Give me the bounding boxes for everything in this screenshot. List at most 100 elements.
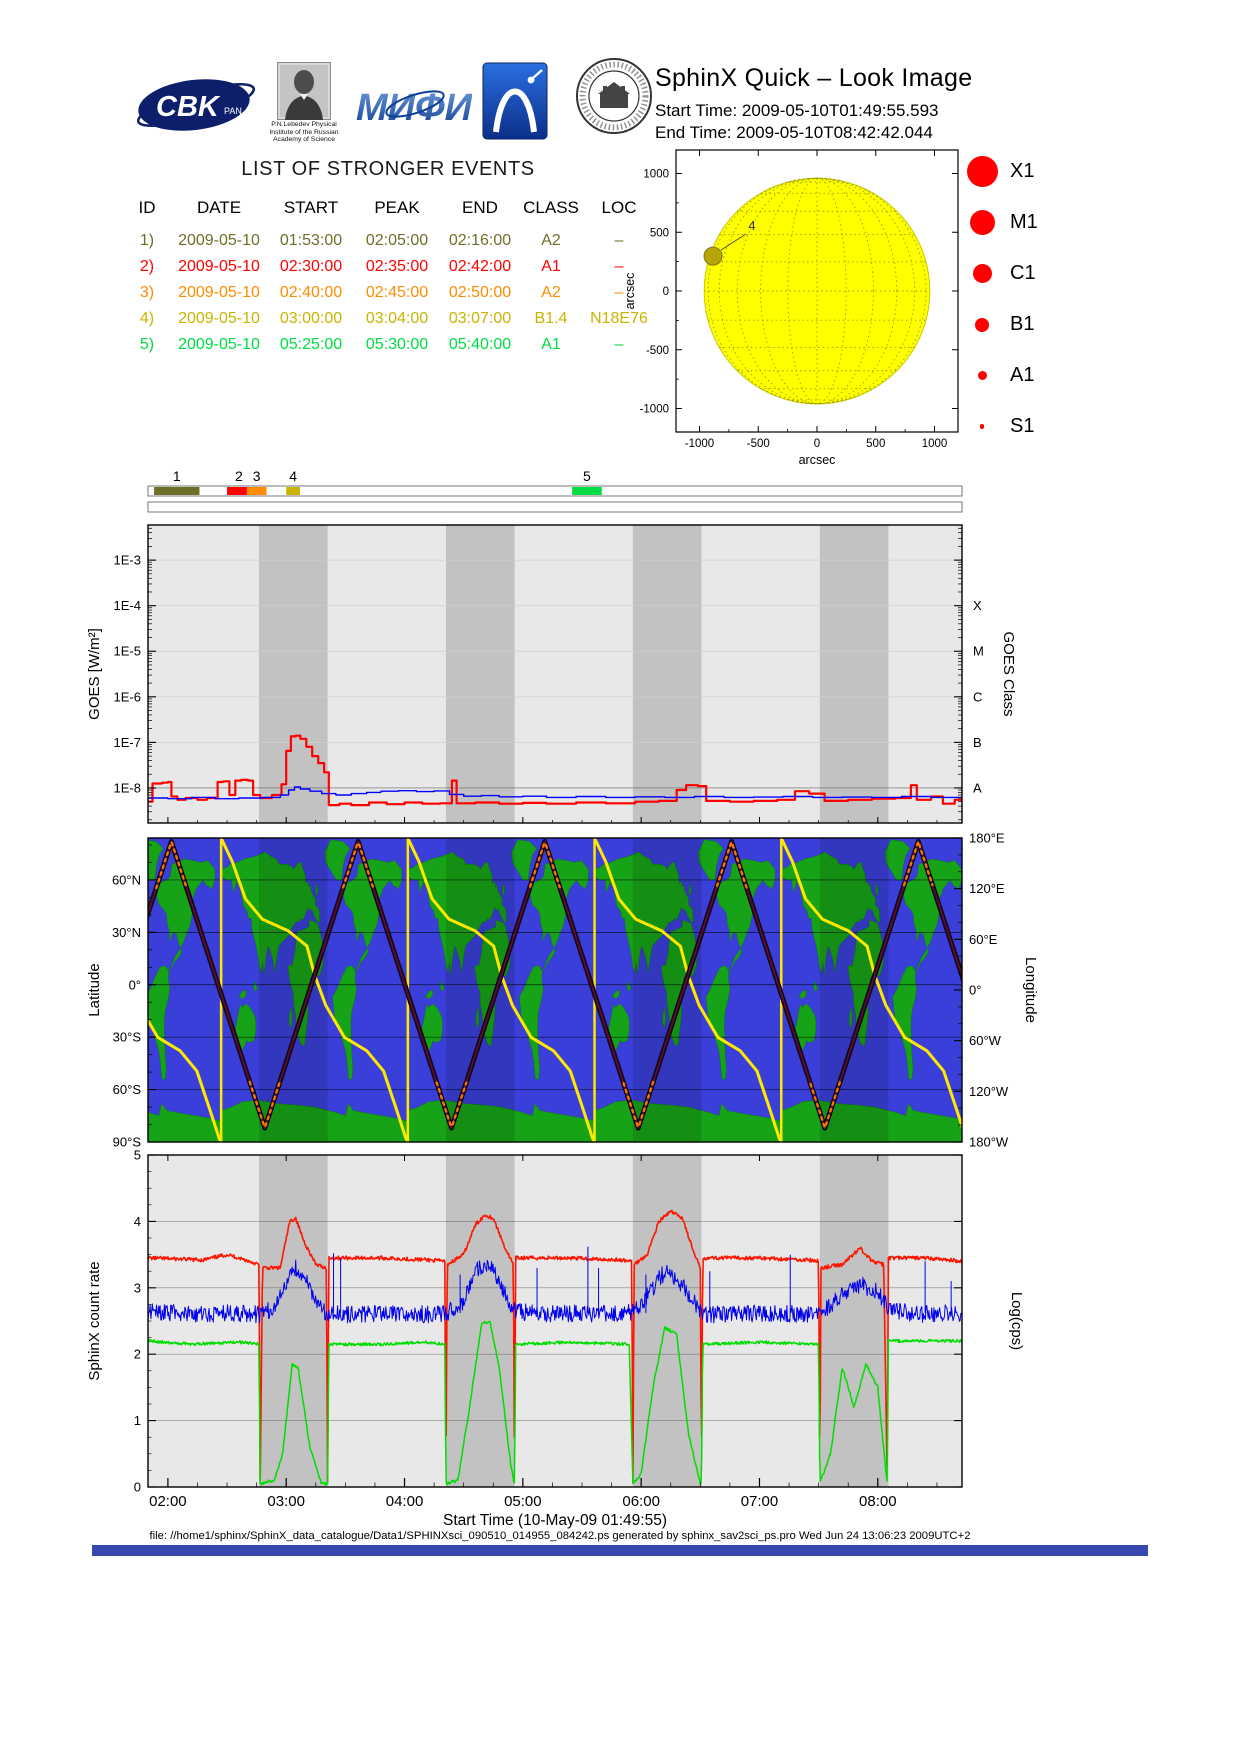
continent-britain (688, 883, 692, 897)
continent-greenland (511, 839, 537, 881)
night-band (258, 525, 328, 823)
event-peak: 02:05:00 (365, 232, 429, 249)
lebedev-caption-line2: Institute of the Russian (269, 128, 339, 136)
events-column-header: DATE (196, 198, 242, 217)
event-id: 4) (139, 310, 155, 327)
count-red (148, 1209, 962, 1483)
svg-text:4: 4 (134, 1214, 141, 1229)
timeline-event-segment (154, 487, 200, 495)
svg-text:-1000: -1000 (685, 438, 714, 450)
timeline-event-number: 3 (253, 468, 261, 484)
svg-text:0: 0 (663, 286, 669, 298)
legend-label: M1 (1010, 211, 1038, 233)
mephi-logo-art: МИФИ (356, 87, 473, 129)
sun-grid (704, 177, 930, 405)
event-marker-label: 4 (748, 218, 755, 233)
svg-text:180°E: 180°E (969, 831, 1005, 846)
cbk-logo: CBK PAN (134, 72, 260, 143)
title-block: SphinX Quick – Look Image Start Time: 20… (655, 64, 1125, 144)
continent-greenland (324, 839, 351, 881)
event-cls: A2 (541, 284, 561, 301)
world-map (34, 838, 962, 1142)
svg-text:07:00: 07:00 (741, 1493, 779, 1510)
svg-text:-500: -500 (646, 345, 669, 357)
continent-antarctica (148, 1103, 222, 1142)
night-band (632, 1155, 702, 1487)
ground-track-panel: 60°N 30°N 0° 30°S 60°S 90°S 180°E 120°E 60°E 0° 60… (34, 831, 1039, 1150)
continent-borneo (67, 981, 71, 991)
continent-antarctica (407, 1099, 595, 1142)
continent-newguinea (238, 989, 247, 999)
event-date: 2009-05-10 (178, 232, 260, 249)
footer-bar (92, 1545, 1148, 1556)
cbk-logo-art: CBK PAN (136, 79, 256, 131)
svg-text:-500: -500 (747, 438, 770, 450)
events-column-header: END (462, 198, 498, 217)
continent-madagascar (848, 1007, 853, 1029)
continent-antarctica (220, 1099, 409, 1142)
event-loc: – (614, 336, 624, 353)
sun-disk-plot: 4 -1000 -1000 -500 -500 0 0 500 500 1000 1000 arcse… (623, 149, 959, 467)
lebedev-logo: P.N.Lebedev Physical Institute of the Ru… (266, 62, 342, 144)
legend-label: B1 (1010, 313, 1035, 335)
svg-text:B: B (973, 735, 982, 750)
legend-item: M1 (962, 197, 1092, 248)
continent-greenland (884, 839, 911, 881)
x-axis-title: Start Time (10-May-09 01:49:55) (443, 1512, 667, 1529)
continent-antarctica (594, 1099, 782, 1142)
svg-text:-1000: -1000 (640, 404, 669, 416)
flare-size-dot (977, 371, 987, 380)
svg-text:Log(cps): Log(cps) (1008, 1292, 1025, 1350)
continent-eurasia (780, 851, 881, 975)
event-loc: – (614, 232, 624, 249)
event-loc: – (614, 258, 624, 275)
continent-eurasia (594, 851, 694, 975)
svg-text:A: A (973, 780, 982, 795)
continent-madagascar (475, 1007, 480, 1029)
event-end: 02:50:00 (448, 284, 512, 301)
continent-africa (847, 919, 884, 1047)
svg-text:2: 2 (134, 1347, 141, 1362)
svg-text:60°E: 60°E (969, 932, 998, 947)
night-band (632, 838, 702, 1142)
flare-size-dot (969, 210, 995, 235)
night-band (819, 1155, 889, 1487)
event-id: 5) (139, 336, 155, 353)
events-column-header: PEAK (374, 198, 420, 217)
timeline-event-segment (227, 487, 251, 495)
event-peak: 02:45:00 (365, 284, 429, 301)
continent-newguinea (798, 989, 807, 999)
event-end: 05:40:00 (448, 336, 512, 353)
flare-size-dot (975, 317, 989, 332)
legend-label: S1 (1010, 415, 1035, 437)
event-end: 02:16:00 (448, 232, 512, 249)
night-band (632, 525, 702, 823)
timeline-event-number: 1 (173, 468, 181, 484)
footer-file-line: file: //home1/sphinx/SphinX_data_catalog… (149, 1530, 971, 1542)
svg-text:SphinX count rate: SphinX count rate (86, 1261, 103, 1380)
svg-text:05:00: 05:00 (504, 1493, 542, 1510)
goes-series (148, 734, 962, 807)
flare-size-dot (966, 156, 998, 187)
event-id: 3) (139, 284, 155, 301)
event-cls: A1 (541, 258, 561, 275)
svg-text:30°S: 30°S (113, 1030, 142, 1045)
timeline-event-segment (246, 487, 267, 495)
continent-eurasia (220, 851, 320, 975)
timeline-event-segment (572, 487, 602, 495)
event-end: 02:42:00 (448, 258, 512, 275)
svg-text:1E-4: 1E-4 (114, 598, 141, 613)
events-column-header: LOC (601, 198, 637, 217)
continent-newguinea (611, 989, 620, 999)
continent-newguinea (425, 989, 433, 999)
event-date: 2009-05-10 (178, 310, 260, 327)
timeline-event-number: 4 (289, 468, 297, 484)
continent-eurasia (34, 852, 133, 974)
page-title: SphinX Quick – Look Image (655, 64, 973, 92)
flare-size-dot (972, 264, 992, 283)
seal-building-icon (600, 94, 628, 108)
night-band (258, 1155, 328, 1487)
legend-item: C1 (962, 248, 1092, 299)
flare-size-dot (979, 424, 985, 429)
